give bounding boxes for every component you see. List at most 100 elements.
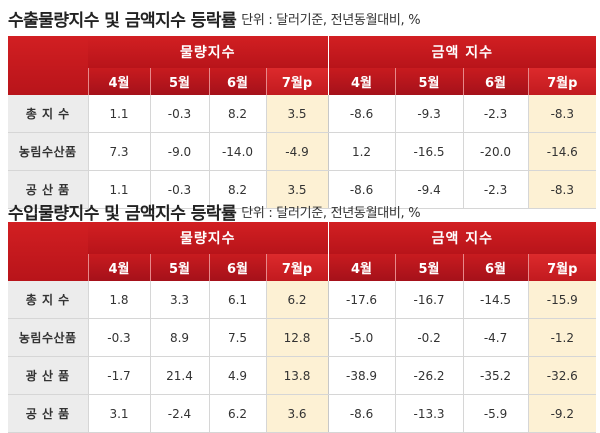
table-cell: -0.3 [87,318,150,357]
table-cell: -8.6 [327,394,396,433]
month-header: 6월 [208,68,266,95]
table-cell: -5.9 [462,394,529,433]
export-title: 수출물량지수 및 금액지수 등락률 [8,10,237,31]
table-cell: -0.3 [149,95,209,133]
table-cell: -4.7 [462,318,529,357]
table-cell: -9.3 [394,95,464,133]
table-cell: -8.6 [327,170,396,209]
table-cell: -1.2 [527,318,597,357]
table-cell: -9.2 [527,394,597,433]
table-cell: 6.2 [208,394,266,433]
table-cell: -13.3 [394,394,464,433]
month-header: 4월 [327,254,396,281]
month-header: 4월 [87,254,150,281]
row-label: 농림수산품 [8,318,88,357]
import-section: 수입물량지수 및 금액지수 등락률 단위 : 달러기준, 전년동월대비, % 물… [0,193,600,433]
row-label: 총 지 수 [8,95,88,133]
table-cell: -2.3 [462,95,529,133]
month-header-preliminary: 7월p [527,254,597,281]
import-title: 수입물량지수 및 금액지수 등락률 [8,203,237,224]
table-row: 농림수산품 7.3 -9.0 -14.0 -4.9 1.2 -16.5 -20.… [8,132,597,171]
table-cell: -16.5 [394,132,464,171]
table-cell: 21.4 [149,356,209,395]
group-volume-header: 물량지수 [88,36,329,68]
table-row: 공 산 품 3.1 -2.4 6.2 3.6 -8.6 -13.3 -5.9 -… [8,394,597,433]
table-cell: -14.5 [462,281,529,319]
table-cell: 1.1 [87,95,150,133]
table-cell: -8.3 [527,95,597,133]
table-cell: -35.2 [462,356,529,395]
table-cell: 6.1 [208,281,266,319]
row-label: 광 산 품 [8,356,88,395]
import-title-row: 수입물량지수 및 금액지수 등락률 단위 : 달러기준, 전년동월대비, % [0,193,600,229]
table-cell: -4.9 [265,132,329,171]
month-header: 5월 [394,68,464,95]
table-cell: 13.8 [265,356,329,395]
table-cell: -16.7 [394,281,464,319]
table-cell: -20.0 [462,132,529,171]
table-cell: 1.2 [327,132,396,171]
table-cell: 1.8 [87,281,150,319]
table-cell: 6.2 [265,281,329,319]
table-cell: 7.5 [208,318,266,357]
row-label: 공 산 품 [8,394,88,433]
table-cell: -38.9 [327,356,396,395]
table-cell: 3.6 [265,394,329,433]
table-cell: 12.8 [265,318,329,357]
table-cell: 4.9 [208,356,266,395]
table-cell: -8.3 [527,170,597,209]
table-row: 공 산 품 1.1 -0.3 8.2 3.5 -8.6 -9.4 -2.3 -8… [8,170,597,209]
table-cell: -1.7 [87,356,150,395]
month-header-preliminary: 7월p [527,68,597,95]
table-cell: -2.4 [149,394,209,433]
month-header-preliminary: 7월p [265,254,329,281]
table-cell: 3.3 [149,281,209,319]
table-cell: -15.9 [527,281,597,319]
table-cell: -14.0 [208,132,266,171]
table-cell: -32.6 [527,356,597,395]
table-cell: 3.5 [265,170,329,209]
table-cell: -17.6 [327,281,396,319]
export-unit: 단위 : 달러기준, 전년동월대비, % [241,12,421,28]
table-cell: 3.5 [265,95,329,133]
table-row: 광 산 품 -1.7 21.4 4.9 13.8 -38.9 -26.2 -35… [8,356,597,395]
month-header: 5월 [149,254,209,281]
table-row: 농림수산품 -0.3 8.9 7.5 12.8 -5.0 -0.2 -4.7 -… [8,318,597,357]
table-cell: 8.2 [208,95,266,133]
row-label: 총 지 수 [8,281,88,319]
table-cell: -9.4 [394,170,464,209]
month-header: 5월 [149,68,209,95]
month-header: 6월 [462,68,529,95]
table-cell: -26.2 [394,356,464,395]
month-header: 4월 [327,68,396,95]
table-cell: 8.2 [208,170,266,209]
month-header: 5월 [394,254,464,281]
table-cell: -9.0 [149,132,209,171]
export-table: 물량지수 금액 지수 4월 5월 6월 7월p 4월 5월 6월 7월p 총 지… [8,36,597,209]
import-unit: 단위 : 달러기준, 전년동월대비, % [241,205,421,221]
table-cell: 1.1 [87,170,150,209]
export-title-row: 수출물량지수 및 금액지수 등락률 단위 : 달러기준, 전년동월대비, % [0,0,600,36]
corner-cell [8,222,88,281]
row-label: 공 산 품 [8,170,88,209]
import-table: 물량지수 금액 지수 4월 5월 6월 7월p 4월 5월 6월 7월p 총 지… [8,222,597,433]
corner-cell [8,36,88,95]
row-label: 농림수산품 [8,132,88,171]
group-value-header: 금액 지수 [327,222,597,254]
month-header-preliminary: 7월p [265,68,329,95]
group-volume-header: 물량지수 [88,222,329,254]
table-cell: 7.3 [87,132,150,171]
table-row: 총 지 수 1.1 -0.3 8.2 3.5 -8.6 -9.3 -2.3 -8… [8,95,597,133]
table-cell: -14.6 [527,132,597,171]
table-cell: 8.9 [149,318,209,357]
export-section: 수출물량지수 및 금액지수 등락률 단위 : 달러기준, 전년동월대비, % 물… [0,0,600,209]
month-header: 6월 [462,254,529,281]
month-header: 6월 [208,254,266,281]
table-cell: -8.6 [327,95,396,133]
table-row: 총 지 수 1.8 3.3 6.1 6.2 -17.6 -16.7 -14.5 … [8,281,597,319]
month-header: 4월 [87,68,150,95]
table-cell: -0.2 [394,318,464,357]
table-cell: -5.0 [327,318,396,357]
table-cell: 3.1 [87,394,150,433]
table-cell: -0.3 [149,170,209,209]
